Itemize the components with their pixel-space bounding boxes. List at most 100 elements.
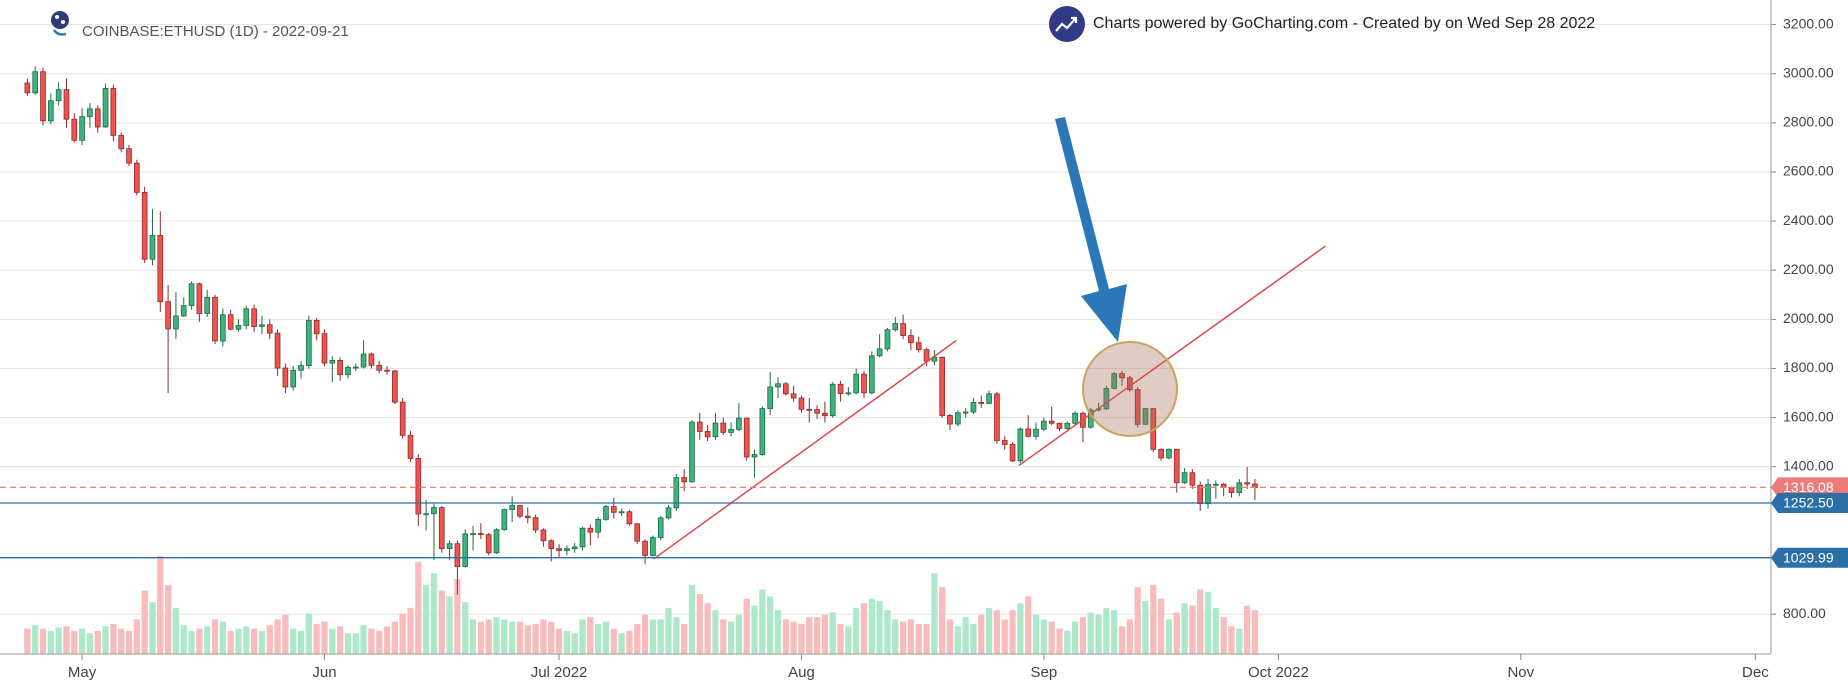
- volume-bar: [266, 625, 273, 654]
- volume-bar: [32, 625, 39, 654]
- volume-bar: [688, 584, 696, 654]
- volume-bar: [1189, 605, 1196, 654]
- price-label-box: [1771, 493, 1848, 514]
- volume-bar: [602, 621, 610, 654]
- candle-body: [1213, 483, 1219, 486]
- candle-body: [470, 533, 476, 536]
- volume-bar: [681, 624, 688, 654]
- volume-bar: [274, 619, 281, 654]
- volume-bar: [845, 626, 852, 654]
- candle-body: [493, 529, 500, 554]
- price-label-box: [1771, 477, 1848, 498]
- volume-bar: [610, 628, 617, 654]
- y-tick-label: 1400.00: [1783, 457, 1834, 473]
- candle-body: [1025, 428, 1032, 437]
- volume-bar: [102, 626, 109, 654]
- candle-body: [736, 417, 742, 430]
- candle-body: [939, 356, 946, 416]
- candle-body: [1244, 482, 1250, 485]
- volume-bar: [853, 607, 860, 654]
- candle-body: [220, 314, 226, 342]
- volume-bar: [78, 628, 86, 654]
- volume-bar: [555, 628, 563, 654]
- candle-body: [556, 548, 562, 551]
- volume-bar: [438, 590, 445, 654]
- candle-body: [970, 402, 977, 413]
- candle-body: [595, 518, 601, 533]
- volume-bar: [188, 630, 195, 654]
- volume-bar: [759, 589, 766, 654]
- candle-body: [900, 323, 906, 336]
- volume-bar: [391, 621, 398, 654]
- candle-body: [743, 417, 750, 458]
- candle-body: [806, 408, 813, 411]
- y-tick-label: 3200.00: [1783, 15, 1834, 31]
- candle-body: [986, 393, 992, 404]
- volume-bar: [509, 621, 516, 654]
- candle-body: [876, 348, 883, 357]
- credit-icon: [1049, 6, 1085, 42]
- credit-icon-arrow: [1055, 16, 1078, 32]
- y-tick-label: 2600.00: [1783, 163, 1834, 179]
- volume-bar: [376, 630, 383, 654]
- candle-body: [1072, 412, 1078, 424]
- volume-bar: [501, 619, 508, 654]
- volume-bar: [477, 621, 484, 654]
- volume-bar: [329, 628, 336, 654]
- candle-body: [829, 383, 836, 417]
- candle-body: [251, 308, 257, 327]
- volume-bar: [1071, 621, 1079, 654]
- candle-body: [360, 353, 367, 368]
- gocharting-logo: [1049, 6, 1085, 42]
- price-label: 1029.99: [1783, 549, 1834, 565]
- volume-bar: [595, 624, 602, 654]
- volume-bar: [164, 584, 172, 654]
- candle-body: [415, 458, 422, 515]
- volume-bar: [1165, 619, 1173, 654]
- candle-body: [40, 71, 46, 122]
- volume-bar: [899, 621, 907, 654]
- highlight-circle: [1082, 341, 1178, 437]
- candle-body: [345, 366, 351, 376]
- candle-body: [908, 335, 914, 344]
- trend-line: [653, 339, 957, 560]
- volume-bar: [673, 617, 680, 654]
- volume-bar: [1126, 619, 1133, 654]
- candle-body: [994, 393, 1000, 441]
- volume-bar: [907, 619, 915, 654]
- candle-body: [1033, 428, 1039, 437]
- candle-body: [610, 506, 617, 513]
- volume-bar: [1228, 626, 1235, 654]
- candle-body: [696, 421, 703, 432]
- candle-body: [1181, 472, 1188, 484]
- volume-bar: [970, 624, 977, 654]
- x-tick-label: Dec: [1742, 664, 1769, 681]
- volume-bar: [24, 628, 31, 654]
- volume-bar: [1064, 630, 1071, 654]
- volume-bar: [798, 624, 805, 654]
- volume-bar: [649, 619, 657, 654]
- candle-body: [1048, 420, 1055, 424]
- candle-body: [650, 537, 656, 556]
- candle-body: [94, 108, 101, 128]
- volume-bar: [55, 627, 62, 654]
- candle-body: [384, 369, 390, 372]
- volume-bar: [290, 628, 297, 654]
- volume-bar: [219, 621, 226, 654]
- volume-bar: [149, 602, 156, 654]
- candle-body: [1009, 444, 1016, 462]
- candle-body: [657, 517, 664, 538]
- volume-bar: [1009, 610, 1016, 654]
- volume-bar: [657, 619, 664, 654]
- volume-bar: [1251, 610, 1259, 654]
- candle-body: [259, 324, 265, 327]
- candle-body: [352, 366, 359, 369]
- volume-bar: [985, 607, 993, 654]
- volume-bar: [1134, 587, 1141, 654]
- candle-body: [579, 527, 586, 548]
- volume-bar: [336, 626, 344, 654]
- volume-bar: [540, 619, 547, 654]
- volume-bar: [172, 607, 180, 654]
- volume-bar: [1032, 614, 1040, 654]
- candle-body: [704, 431, 711, 438]
